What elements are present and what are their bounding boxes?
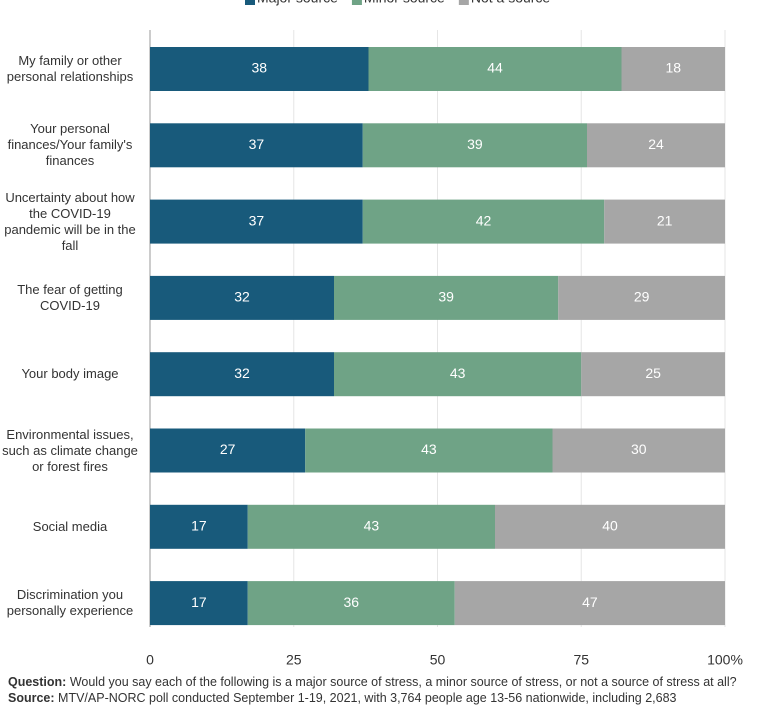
legend-swatch: [351, 0, 362, 5]
value-label: 43: [421, 441, 437, 457]
value-label: 18: [665, 60, 681, 76]
bar-segment: [558, 275, 725, 320]
legend-swatch: [458, 0, 469, 5]
value-label: 32: [234, 289, 250, 305]
x-tick-label: 0: [146, 652, 154, 668]
category-label: Your personal finances/Your family's fin…: [7, 121, 133, 169]
value-label: 32: [234, 365, 250, 381]
question-text: Would you say each of the following is a…: [69, 675, 737, 689]
value-label: 43: [450, 365, 466, 381]
bar-segment: [368, 47, 622, 91]
value-label: 27: [220, 441, 236, 457]
bar-segment: [334, 352, 582, 397]
bar-segment: [587, 123, 725, 168]
legend-label: Minor source: [364, 0, 445, 6]
source-label: Source:: [8, 691, 55, 705]
value-label: 37: [249, 212, 265, 228]
bar-segment: [150, 428, 306, 473]
bar-segment: [150, 581, 248, 626]
bar-segment: [150, 123, 363, 168]
category-label: Social media: [32, 518, 108, 534]
bar-segment: [150, 199, 363, 244]
bar-segment: [495, 504, 725, 549]
value-label: 38: [251, 60, 267, 76]
question: Question: Would you say each of the foll…: [8, 674, 768, 690]
bar-segment: [604, 199, 725, 244]
category-label: Your body image: [21, 366, 119, 382]
value-label: 25: [645, 365, 661, 381]
value-label: 17: [191, 518, 207, 534]
bar-segment: [150, 352, 334, 397]
question-label: Question:: [8, 675, 67, 689]
value-label: 47: [582, 594, 598, 610]
x-tick-label: 50: [430, 652, 446, 668]
bar-segment: [454, 581, 725, 626]
category-label: Uncertainty about how the COVID-19 pande…: [4, 189, 136, 253]
value-label: 42: [476, 212, 492, 228]
footnote: Question: Would you say each of the foll…: [8, 674, 768, 706]
value-label: 17: [191, 594, 207, 610]
x-tick-label: 75: [573, 652, 589, 668]
bar-segment: [150, 47, 369, 91]
value-label: 39: [438, 289, 454, 305]
legend-swatch: [245, 0, 255, 5]
value-label: 39: [467, 136, 483, 152]
bar-segment: [150, 504, 248, 549]
category-label: My family or other personal relationship…: [6, 53, 134, 84]
value-label: 36: [343, 594, 359, 610]
bar-segment: [334, 275, 559, 320]
bar-segment: [247, 581, 455, 626]
bar-segment: [362, 123, 587, 168]
bar-segment: [581, 352, 725, 397]
source: Source: MTV/AP-NORC poll conducted Septe…: [8, 690, 768, 706]
bar-segment: [362, 199, 605, 244]
value-label: 37: [249, 136, 265, 152]
value-label: 44: [487, 60, 503, 76]
bar-segment: [247, 504, 495, 549]
bar-segment: [621, 47, 725, 91]
x-tick-label: 25: [286, 652, 302, 668]
value-label: 29: [634, 289, 650, 305]
value-label: 24: [648, 136, 664, 152]
x-tick-label: 100%: [707, 652, 743, 668]
value-label: 43: [364, 518, 380, 534]
value-label: 21: [657, 212, 673, 228]
value-label: 40: [602, 518, 618, 534]
value-label: 30: [631, 441, 647, 457]
category-label: The fear of getting COVID-19: [17, 281, 123, 313]
source-text: MTV/AP-NORC poll conducted September 1-1…: [58, 691, 677, 705]
bar-segment: [552, 428, 725, 473]
category-label: Discrimination you personally experience: [6, 587, 134, 619]
legend-label: Not a source: [471, 0, 551, 6]
bar-segment: [150, 275, 334, 320]
bar-segment: [305, 428, 553, 473]
legend-label: Major source: [257, 0, 338, 6]
category-label: Environmental issues, such as climate ch…: [2, 426, 138, 474]
